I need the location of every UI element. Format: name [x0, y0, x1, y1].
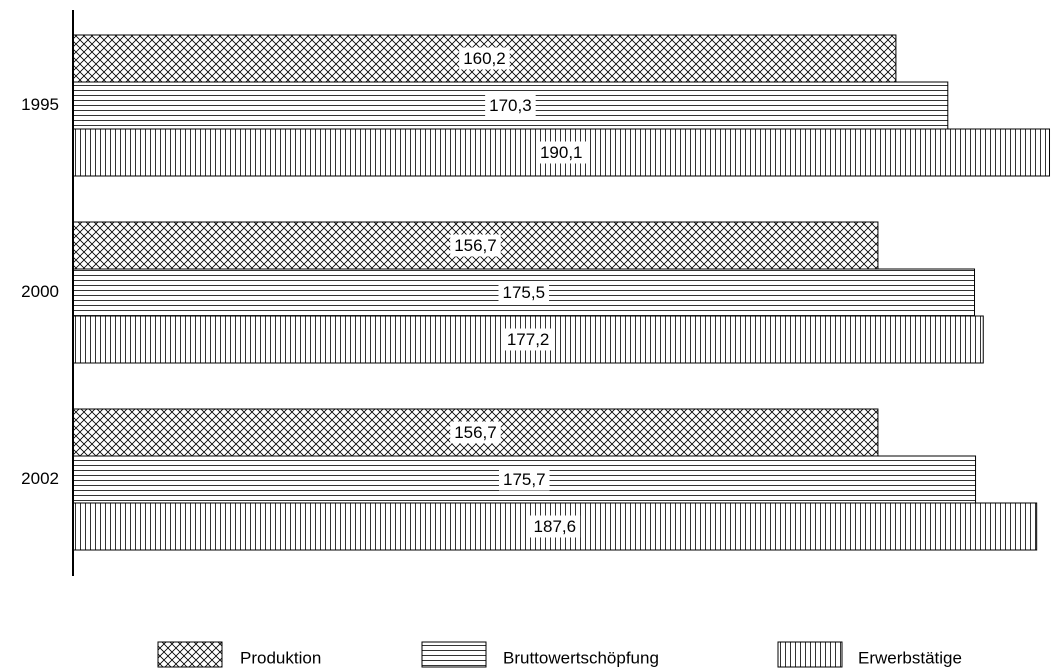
- value-label-bg: [485, 94, 536, 117]
- legend-swatch: [157, 641, 223, 668]
- legend-swatch: [421, 641, 487, 668]
- value-label: 170,3: [489, 96, 532, 115]
- value-label: 160,2: [463, 49, 506, 68]
- value-label: 187,6: [534, 517, 577, 536]
- y-tick-label: 2002: [21, 469, 59, 488]
- value-label: 175,5: [502, 283, 545, 302]
- value-label: 156,7: [454, 423, 497, 442]
- value-label: 175,7: [503, 470, 546, 489]
- legend-label: Erwerbstätige: [858, 648, 962, 667]
- value-label-bg: [529, 515, 581, 538]
- y-tick-label: 1995: [21, 95, 59, 114]
- value-label-bg: [459, 47, 510, 70]
- value-label-bg: [450, 421, 501, 444]
- value-label-bg: [535, 141, 587, 164]
- value-label-bg: [498, 468, 550, 491]
- y-tick-label: 2000: [21, 282, 59, 301]
- legend-label: Bruttowertschöpfung: [503, 648, 659, 667]
- legend-label: Produktion: [240, 648, 321, 667]
- value-label-bg: [498, 281, 550, 304]
- value-label: 156,7: [454, 236, 497, 255]
- value-label: 190,1: [540, 143, 583, 162]
- value-label-bg: [502, 328, 554, 351]
- legend-swatch: [777, 641, 843, 668]
- value-label-bg: [450, 234, 501, 257]
- value-label: 177,2: [507, 330, 550, 349]
